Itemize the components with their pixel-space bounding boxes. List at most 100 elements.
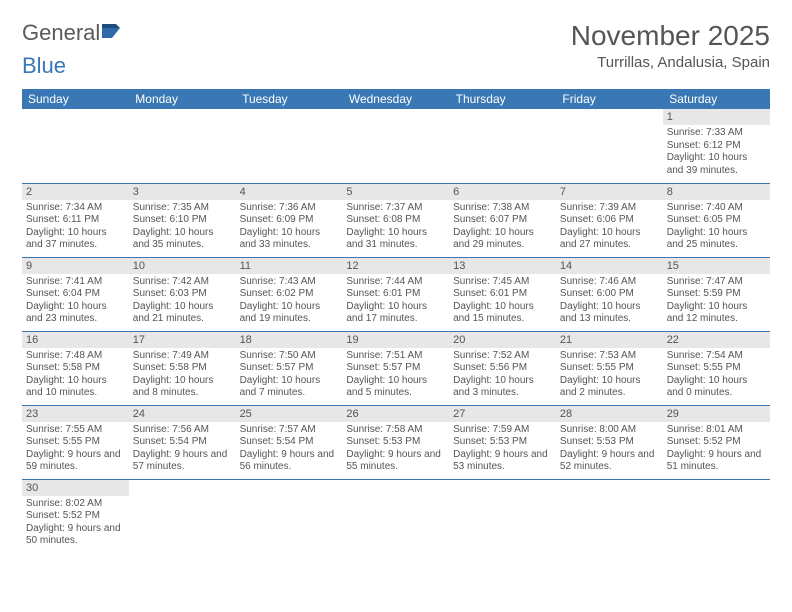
calendar-cell <box>22 109 129 183</box>
cell-body: Sunrise: 8:02 AMSunset: 5:52 PMDaylight:… <box>22 496 129 550</box>
day-number: 9 <box>22 258 129 274</box>
daylight-text: Daylight: 10 hours and 23 minutes. <box>26 301 125 326</box>
sunrise-text: Sunrise: 7:59 AM <box>453 424 552 437</box>
cell-body: Sunrise: 7:47 AMSunset: 5:59 PMDaylight:… <box>663 274 770 328</box>
daylight-text: Daylight: 10 hours and 21 minutes. <box>133 301 232 326</box>
sunset-text: Sunset: 6:03 PM <box>133 288 232 301</box>
day-header: Monday <box>129 89 236 109</box>
daylight-text: Daylight: 9 hours and 53 minutes. <box>453 449 552 474</box>
day-number: 10 <box>129 258 236 274</box>
daylight-text: Daylight: 10 hours and 10 minutes. <box>26 375 125 400</box>
sunrise-text: Sunrise: 7:52 AM <box>453 350 552 363</box>
day-header-row: Sunday Monday Tuesday Wednesday Thursday… <box>22 89 770 109</box>
calendar-row: 30Sunrise: 8:02 AMSunset: 5:52 PMDayligh… <box>22 479 770 553</box>
cell-body: Sunrise: 7:57 AMSunset: 5:54 PMDaylight:… <box>236 422 343 476</box>
calendar-cell: 4Sunrise: 7:36 AMSunset: 6:09 PMDaylight… <box>236 183 343 257</box>
daylight-text: Daylight: 10 hours and 0 minutes. <box>667 375 766 400</box>
sunrise-text: Sunrise: 7:48 AM <box>26 350 125 363</box>
calendar-cell <box>449 109 556 183</box>
calendar-cell: 17Sunrise: 7:49 AMSunset: 5:58 PMDayligh… <box>129 331 236 405</box>
calendar-row: 16Sunrise: 7:48 AMSunset: 5:58 PMDayligh… <box>22 331 770 405</box>
calendar-cell <box>129 479 236 553</box>
day-header: Saturday <box>663 89 770 109</box>
cell-body: Sunrise: 7:58 AMSunset: 5:53 PMDaylight:… <box>342 422 449 476</box>
calendar-cell <box>663 479 770 553</box>
daylight-text: Daylight: 10 hours and 19 minutes. <box>240 301 339 326</box>
cell-body: Sunrise: 7:55 AMSunset: 5:55 PMDaylight:… <box>22 422 129 476</box>
day-number: 24 <box>129 406 236 422</box>
day-number: 25 <box>236 406 343 422</box>
sunrise-text: Sunrise: 7:44 AM <box>346 276 445 289</box>
calendar-cell: 15Sunrise: 7:47 AMSunset: 5:59 PMDayligh… <box>663 257 770 331</box>
calendar-cell: 6Sunrise: 7:38 AMSunset: 6:07 PMDaylight… <box>449 183 556 257</box>
cell-body: Sunrise: 7:52 AMSunset: 5:56 PMDaylight:… <box>449 348 556 402</box>
calendar-cell <box>342 479 449 553</box>
daylight-text: Daylight: 10 hours and 5 minutes. <box>346 375 445 400</box>
cell-body: Sunrise: 7:38 AMSunset: 6:07 PMDaylight:… <box>449 200 556 254</box>
cell-body: Sunrise: 7:51 AMSunset: 5:57 PMDaylight:… <box>342 348 449 402</box>
day-number: 28 <box>556 406 663 422</box>
sunset-text: Sunset: 5:52 PM <box>667 436 766 449</box>
cell-body: Sunrise: 7:39 AMSunset: 6:06 PMDaylight:… <box>556 200 663 254</box>
cell-body: Sunrise: 7:40 AMSunset: 6:05 PMDaylight:… <box>663 200 770 254</box>
cell-body: Sunrise: 7:48 AMSunset: 5:58 PMDaylight:… <box>22 348 129 402</box>
day-number: 7 <box>556 184 663 200</box>
sunset-text: Sunset: 5:58 PM <box>26 362 125 375</box>
sunset-text: Sunset: 6:10 PM <box>133 214 232 227</box>
calendar-row: 2Sunrise: 7:34 AMSunset: 6:11 PMDaylight… <box>22 183 770 257</box>
cell-body: Sunrise: 8:00 AMSunset: 5:53 PMDaylight:… <box>556 422 663 476</box>
cell-body: Sunrise: 7:35 AMSunset: 6:10 PMDaylight:… <box>129 200 236 254</box>
calendar-cell: 7Sunrise: 7:39 AMSunset: 6:06 PMDaylight… <box>556 183 663 257</box>
sunset-text: Sunset: 6:01 PM <box>453 288 552 301</box>
calendar-cell: 11Sunrise: 7:43 AMSunset: 6:02 PMDayligh… <box>236 257 343 331</box>
calendar-row: 23Sunrise: 7:55 AMSunset: 5:55 PMDayligh… <box>22 405 770 479</box>
cell-body: Sunrise: 7:54 AMSunset: 5:55 PMDaylight:… <box>663 348 770 402</box>
page-title: November 2025 <box>571 20 770 52</box>
sunrise-text: Sunrise: 7:56 AM <box>133 424 232 437</box>
sunrise-text: Sunrise: 8:02 AM <box>26 498 125 511</box>
cell-body: Sunrise: 7:33 AMSunset: 6:12 PMDaylight:… <box>663 125 770 179</box>
daylight-text: Daylight: 10 hours and 12 minutes. <box>667 301 766 326</box>
cell-body: Sunrise: 7:59 AMSunset: 5:53 PMDaylight:… <box>449 422 556 476</box>
calendar-cell <box>556 109 663 183</box>
day-number: 27 <box>449 406 556 422</box>
day-number: 26 <box>342 406 449 422</box>
logo: General <box>22 20 128 46</box>
sunset-text: Sunset: 5:53 PM <box>560 436 659 449</box>
title-block: November 2025 Turrillas, Andalusia, Spai… <box>571 20 770 71</box>
daylight-text: Daylight: 10 hours and 27 minutes. <box>560 227 659 252</box>
location-label: Turrillas, Andalusia, Spain <box>571 54 770 71</box>
calendar-cell: 10Sunrise: 7:42 AMSunset: 6:03 PMDayligh… <box>129 257 236 331</box>
calendar-cell <box>556 479 663 553</box>
day-number: 4 <box>236 184 343 200</box>
sunset-text: Sunset: 5:57 PM <box>240 362 339 375</box>
daylight-text: Daylight: 10 hours and 8 minutes. <box>133 375 232 400</box>
day-number: 8 <box>663 184 770 200</box>
sunrise-text: Sunrise: 7:36 AM <box>240 202 339 215</box>
day-header: Friday <box>556 89 663 109</box>
cell-body: Sunrise: 7:53 AMSunset: 5:55 PMDaylight:… <box>556 348 663 402</box>
logo-text-1: General <box>22 20 100 46</box>
sunrise-text: Sunrise: 7:46 AM <box>560 276 659 289</box>
calendar-row: 9Sunrise: 7:41 AMSunset: 6:04 PMDaylight… <box>22 257 770 331</box>
day-number: 22 <box>663 332 770 348</box>
daylight-text: Daylight: 10 hours and 13 minutes. <box>560 301 659 326</box>
daylight-text: Daylight: 9 hours and 59 minutes. <box>26 449 125 474</box>
cell-body: Sunrise: 7:42 AMSunset: 6:03 PMDaylight:… <box>129 274 236 328</box>
daylight-text: Daylight: 9 hours and 57 minutes. <box>133 449 232 474</box>
sunset-text: Sunset: 5:58 PM <box>133 362 232 375</box>
day-number: 29 <box>663 406 770 422</box>
calendar-cell: 2Sunrise: 7:34 AMSunset: 6:11 PMDaylight… <box>22 183 129 257</box>
day-number: 3 <box>129 184 236 200</box>
cell-body: Sunrise: 7:36 AMSunset: 6:09 PMDaylight:… <box>236 200 343 254</box>
sunset-text: Sunset: 5:56 PM <box>453 362 552 375</box>
sunrise-text: Sunrise: 7:33 AM <box>667 127 766 140</box>
sunrise-text: Sunrise: 7:57 AM <box>240 424 339 437</box>
sunrise-text: Sunrise: 7:58 AM <box>346 424 445 437</box>
sunset-text: Sunset: 5:54 PM <box>133 436 232 449</box>
daylight-text: Daylight: 10 hours and 29 minutes. <box>453 227 552 252</box>
day-number: 21 <box>556 332 663 348</box>
sunrise-text: Sunrise: 7:45 AM <box>453 276 552 289</box>
sunrise-text: Sunrise: 7:53 AM <box>560 350 659 363</box>
daylight-text: Daylight: 10 hours and 25 minutes. <box>667 227 766 252</box>
